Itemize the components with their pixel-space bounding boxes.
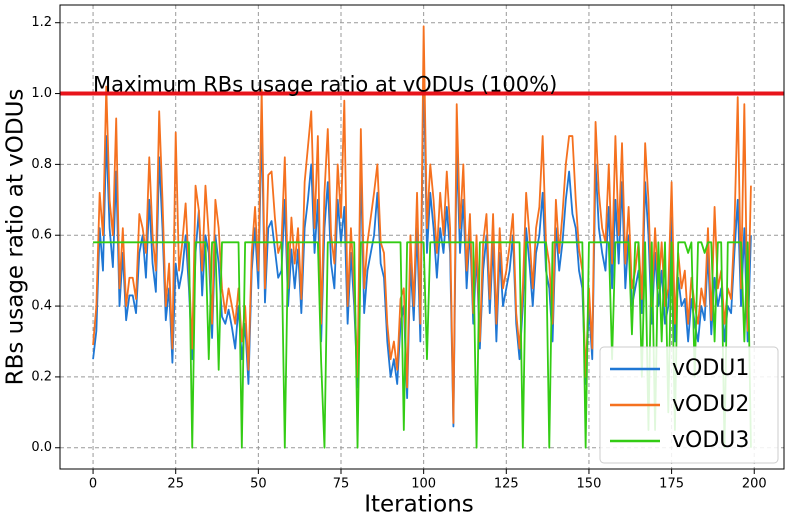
threshold-label: Maximum RBs usage ratio at vODUs (100%) (93, 73, 557, 97)
x-tick-label: 125 (494, 477, 519, 492)
y-tick-label: 0.8 (31, 157, 52, 172)
y-tick-label: 0.4 (31, 299, 52, 314)
x-tick-label: 50 (250, 477, 267, 492)
legend: vODU1 vODU2 vODU3 (599, 346, 779, 464)
y-tick-label: 0.2 (31, 369, 52, 384)
y-tick-label: 0.6 (31, 228, 52, 243)
series-line (92, 25, 752, 424)
x-tick-label: 25 (167, 477, 184, 492)
legend-box (599, 346, 779, 464)
y-axis-label: RBs usage ratio at vODUs (3, 89, 29, 386)
legend-label: vODU1 (672, 356, 749, 381)
y-tick-label: 1.2 (31, 15, 52, 30)
legend-label: vODU3 (672, 428, 749, 453)
x-tick-label: 0 (89, 477, 97, 492)
y-tick-label: 1.0 (31, 86, 52, 101)
x-tick-label: 75 (333, 477, 350, 492)
y-tick-label: 0.0 (31, 440, 52, 455)
plot-frame (59, 4, 785, 470)
x-tick-label: 175 (659, 477, 684, 492)
legend-label: vODU2 (672, 392, 749, 417)
x-axis-label: Iterations (364, 492, 474, 518)
x-tick-label: 200 (742, 477, 767, 492)
x-tick-label: 150 (577, 477, 602, 492)
x-tick-label: 100 (411, 477, 436, 492)
